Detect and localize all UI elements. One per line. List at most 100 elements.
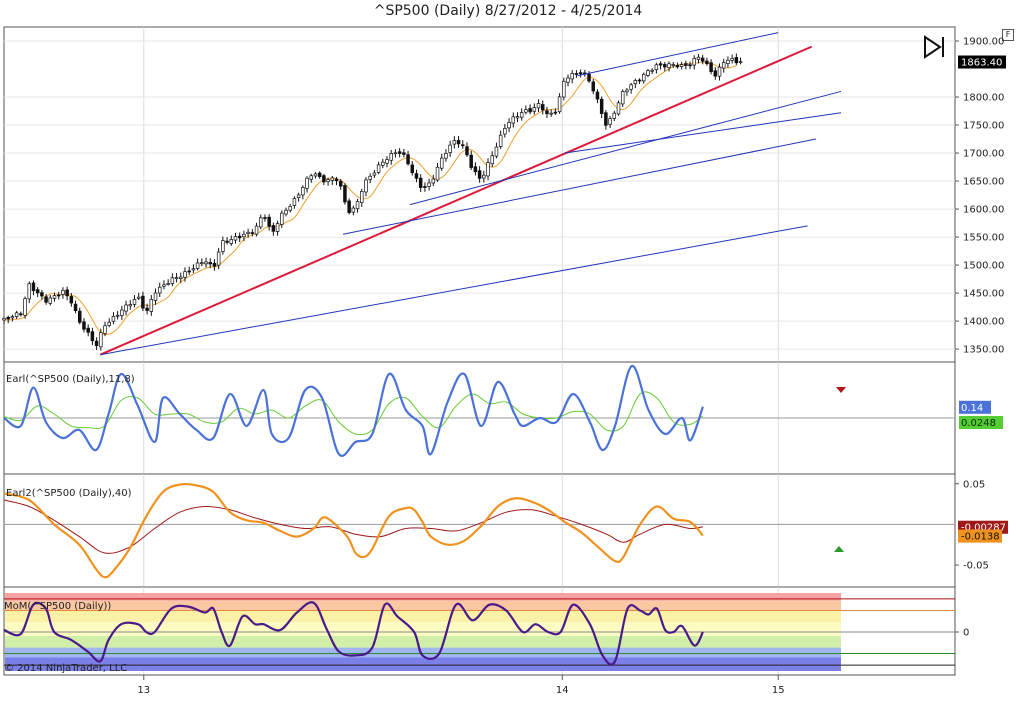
candle-body — [705, 60, 709, 65]
candle-body — [418, 177, 423, 188]
candle-body — [128, 304, 133, 307]
skip-triangle[interactable] — [924, 35, 942, 59]
earl-pane-label: Earl(^SP500 (Daily),11,8) — [6, 374, 135, 385]
candle-body — [10, 316, 15, 319]
candle-body — [65, 289, 69, 297]
candle-body — [52, 295, 57, 299]
candle-body — [503, 128, 507, 135]
y-tick-label: 1800.00 — [963, 93, 1004, 104]
candle-body — [726, 59, 730, 64]
y-tick-label: 1900.00 — [963, 37, 1004, 48]
candle-body — [368, 175, 372, 180]
candle-body — [73, 303, 78, 311]
candle-body — [625, 89, 629, 93]
candle-body — [696, 56, 701, 60]
candle-body — [730, 58, 734, 61]
earl2-line — [3, 482, 704, 579]
candle-body — [322, 175, 326, 183]
format-button[interactable]: F — [1002, 29, 1014, 41]
candle-body — [397, 151, 402, 154]
candle-body — [519, 112, 524, 118]
candle-body — [149, 299, 154, 312]
candle-body — [385, 159, 389, 164]
candlesticks — [2, 53, 743, 351]
candle-body — [452, 140, 457, 145]
candle-body — [456, 140, 461, 145]
channel-trendline — [564, 112, 842, 154]
candle-body — [709, 62, 713, 72]
candle-body — [389, 153, 393, 161]
candle-body — [330, 177, 335, 181]
candle-body — [738, 61, 743, 63]
candle-body — [482, 174, 486, 179]
candle-body — [145, 307, 149, 311]
candle-body — [465, 146, 469, 156]
candle-body — [557, 96, 562, 113]
candle-body — [435, 166, 440, 181]
candle-body — [267, 216, 271, 227]
candle-body — [721, 62, 726, 69]
candle-body — [498, 134, 503, 147]
candle-body — [490, 155, 494, 165]
candle-body — [157, 286, 162, 294]
candle-body — [360, 191, 364, 203]
candle-body — [6, 317, 10, 320]
candle-body — [258, 217, 263, 228]
mom-band — [5, 635, 841, 648]
candle-body — [27, 283, 32, 300]
candle-body — [200, 262, 204, 265]
value-label: 0.0248 — [961, 418, 996, 429]
y-tick-label: 1750.00 — [963, 121, 1004, 132]
candle-body — [237, 235, 242, 239]
candle-body — [338, 180, 343, 187]
value-label-bg — [959, 400, 991, 414]
support-trendline — [99, 45, 813, 356]
y-tick-label: 1700.00 — [963, 149, 1004, 160]
candle-body — [355, 201, 360, 210]
candle-body — [570, 73, 574, 80]
candle-body — [246, 231, 250, 234]
candle-body — [69, 296, 74, 304]
candle-body — [162, 284, 166, 287]
y-tick-label: 1650.00 — [963, 177, 1004, 188]
mom-line — [3, 601, 704, 666]
candle-body — [141, 295, 145, 309]
candle-body — [44, 296, 48, 303]
candle-body — [107, 321, 111, 326]
candle-body — [132, 299, 137, 305]
candle-body — [427, 182, 431, 187]
channel-trendline — [100, 225, 808, 356]
candle-body — [410, 164, 415, 174]
copyright-text: © 2014 NinjaTrader, LLC — [4, 663, 127, 674]
candle-body — [545, 110, 549, 115]
candle-body — [423, 186, 427, 188]
candle-body — [225, 240, 229, 243]
candle-body — [48, 297, 53, 304]
candle-body — [692, 58, 697, 66]
skip-to-end-icon[interactable] — [924, 35, 944, 59]
candle-body — [469, 154, 473, 168]
y-tick-label: 1450.00 — [963, 289, 1004, 300]
earl-line — [3, 364, 704, 457]
candle-body — [604, 112, 608, 126]
candle-body — [599, 98, 604, 114]
candle-body — [650, 69, 654, 72]
value-label: -0.0138 — [961, 532, 1000, 543]
candle-body — [170, 277, 175, 284]
candle-body — [187, 270, 191, 273]
sell-signal-arrow — [836, 387, 846, 393]
candle-body — [292, 198, 297, 206]
candle-body — [658, 63, 663, 66]
candle-body — [574, 73, 579, 75]
candle-body — [591, 81, 595, 92]
candle-body — [78, 310, 82, 323]
candle-body — [275, 223, 280, 232]
candle-body — [19, 313, 23, 316]
candle-body — [31, 282, 36, 292]
candle-body — [494, 146, 499, 157]
pane-price — [3, 26, 956, 363]
candle-body — [477, 170, 482, 179]
candle-body — [633, 80, 638, 85]
candle-body — [136, 296, 141, 299]
